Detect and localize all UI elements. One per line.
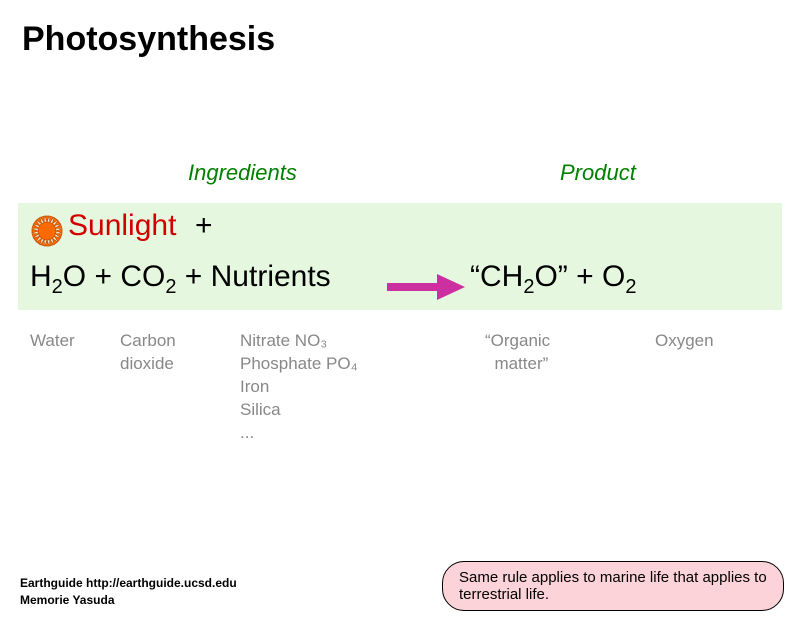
label-carbon-dioxide: Carbon dioxide xyxy=(120,330,176,376)
footer-line1: Earthguide http://earthguide.ucsd.edu xyxy=(20,575,237,592)
footer-credit: Earthguide http://earthguide.ucsd.edu Me… xyxy=(20,575,237,609)
arrow-icon xyxy=(385,272,465,302)
label-water: Water xyxy=(30,330,75,353)
ingredients-label: Ingredients xyxy=(188,160,297,186)
sun-icon xyxy=(30,214,64,248)
label-oxygen: Oxygen xyxy=(655,330,714,353)
sunlight-label: Sunlight xyxy=(68,209,176,243)
page-title: Photosynthesis xyxy=(22,20,275,59)
product-label: Product xyxy=(560,160,636,186)
footer-line2: Memorie Yasuda xyxy=(20,592,237,609)
callout-text: Same rule applies to marine life that ap… xyxy=(459,569,767,603)
equation-products: “CH2O” + O2 xyxy=(470,260,636,299)
label-nutrients: Nitrate NO₃ Phosphate PO₄ Iron Silica ..… xyxy=(240,330,358,445)
callout-note: Same rule applies to marine life that ap… xyxy=(442,561,784,611)
equation-ingredients: H2O + CO2 + Nutrients xyxy=(30,260,331,299)
plus-after-sunlight: + xyxy=(195,209,213,243)
label-organic-matter: “Organic matter” xyxy=(485,330,550,376)
